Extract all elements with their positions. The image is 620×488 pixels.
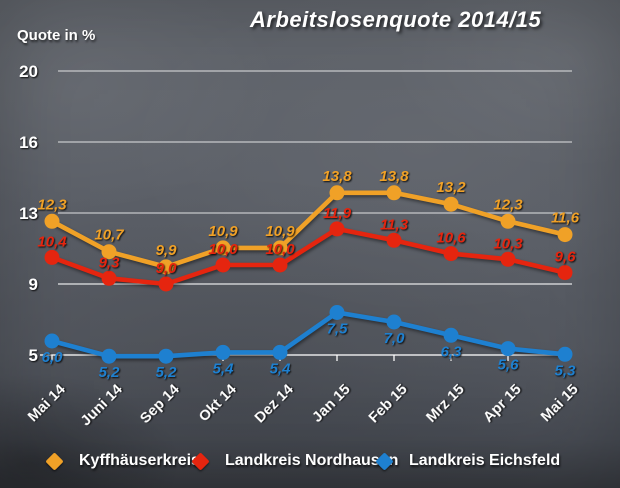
data-point-label: 6,0 [42, 349, 64, 366]
data-point-label: 5,4 [270, 360, 292, 377]
data-point-label: 13,8 [379, 168, 409, 185]
data-point-label: 13,2 [436, 179, 466, 196]
data-point-label: 10,4 [37, 233, 67, 250]
data-point-label: 12,3 [493, 196, 523, 213]
diamond-marker-icon [45, 451, 64, 471]
data-point [500, 251, 516, 267]
data-point-label: 10,9 [208, 223, 238, 240]
data-point [386, 232, 402, 248]
data-point [329, 221, 345, 237]
data-point [44, 333, 60, 349]
data-point [272, 344, 288, 360]
data-point [215, 240, 231, 256]
series-line-2 [49, 310, 568, 359]
data-point [443, 327, 459, 343]
legend: Kyffhäuserkreis Landkreis Nordhausen Lan… [0, 448, 620, 478]
x-tick-label: Juni 14 [77, 380, 126, 429]
data-point [557, 346, 573, 362]
x-tick-label: Mai 14 [24, 380, 69, 425]
data-point-label: 6,3 [441, 343, 463, 360]
data-point [101, 270, 117, 286]
data-point-label: 5,2 [99, 364, 121, 381]
data-point-label: 10,7 [94, 227, 124, 244]
data-point [101, 244, 117, 260]
data-point-label: 5,3 [555, 362, 577, 379]
x-tick-label: Feb 15 [365, 381, 411, 427]
data-point [500, 341, 516, 357]
legend-item-nordhausen: Landkreis Nordhausen [191, 448, 399, 474]
diamond-marker-icon [375, 451, 394, 471]
x-tick-label: Dez 14 [251, 380, 297, 426]
data-point [386, 314, 402, 330]
data-point-label: 9,0 [156, 260, 178, 277]
data-point-label: 10,9 [265, 223, 295, 240]
data-point [557, 265, 573, 281]
data-point-label: 9,9 [156, 242, 178, 259]
data-point-label: 12,3 [37, 196, 67, 213]
x-tick-label: Okt 14 [195, 380, 240, 425]
data-point-label: 10,0 [265, 241, 295, 258]
data-point [158, 259, 174, 275]
y-axis-title: Quote in % [17, 27, 96, 44]
data-point-label: 10,3 [493, 235, 523, 252]
data-point-label: 9,3 [99, 254, 121, 271]
data-point [101, 348, 117, 364]
data-point [329, 185, 345, 201]
data-point [557, 227, 573, 243]
data-point [215, 344, 231, 360]
data-point [158, 348, 174, 364]
x-tick-label: Jan 15 [309, 381, 354, 426]
series-line-0 [49, 190, 568, 270]
legend-item-eichsfeld: Landkreis Eichsfeld [375, 448, 561, 474]
x-tick-label: Mai 15 [537, 381, 581, 425]
legend-label: Landkreis Eichsfeld [409, 452, 561, 469]
data-point-label: 11,9 [323, 205, 352, 222]
data-point [158, 276, 174, 292]
legend-label: Kyffhäuserkreis [79, 452, 200, 469]
data-point-label: 10,0 [208, 241, 238, 258]
x-tick-label: Sep 14 [137, 380, 184, 427]
data-point-label: 10,6 [436, 230, 466, 247]
y-tick-label-5: 5 [29, 346, 38, 365]
data-point [215, 257, 231, 273]
data-point [443, 196, 459, 212]
y-tick-label-16: 16 [19, 133, 38, 152]
data-point-label: 13,8 [322, 168, 352, 185]
y-tick-label-9: 9 [29, 275, 38, 294]
data-point-label: 7,0 [384, 330, 406, 347]
data-point [44, 249, 60, 265]
data-point-label: 11,3 [380, 216, 409, 233]
data-point [329, 305, 345, 320]
legend-label: Landkreis Nordhausen [225, 452, 399, 469]
data-point [386, 185, 402, 201]
diamond-marker-icon [191, 451, 210, 471]
data-point-label: 7,5 [327, 321, 349, 338]
x-tick-label: Apr 15 [480, 381, 525, 426]
series-line-1 [49, 226, 568, 287]
legend-item-kyffhaeuserkreis: Kyffhäuserkreis [45, 448, 200, 474]
chart-title: Arbeitslosenquote 2014/15 [250, 7, 542, 32]
data-point [272, 240, 288, 256]
data-point-label: 5,4 [213, 360, 235, 377]
data-point [44, 213, 60, 229]
y-tick-label-13: 13 [19, 204, 38, 223]
data-point-label: 9,6 [555, 249, 577, 266]
data-point-label: 5,2 [156, 364, 178, 381]
x-tick-label: Mrz 15 [423, 381, 468, 426]
data-point [443, 246, 459, 262]
y-tick-label-20: 20 [19, 62, 38, 81]
data-point-label: 5,6 [498, 357, 520, 374]
data-point [272, 257, 288, 273]
data-point-label: 11,6 [551, 210, 580, 227]
data-point [500, 213, 516, 229]
